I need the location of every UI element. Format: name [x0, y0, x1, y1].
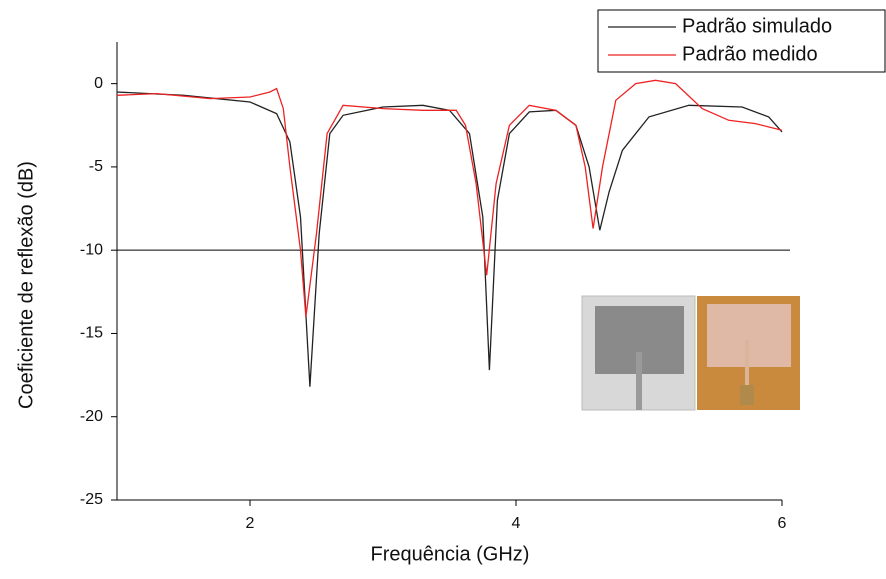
x-tick-label: 4: [512, 515, 521, 532]
x-tick-label: 6: [778, 515, 787, 532]
y-tick-label: 0: [94, 75, 103, 92]
series-line: [116, 91, 783, 387]
legend-box: [597, 9, 886, 73]
x-axis-label: Frequência (GHz): [371, 543, 530, 565]
legend-label: Padrão simulado: [682, 15, 832, 37]
connector: [740, 385, 754, 405]
y-tick-label: -10: [80, 241, 103, 258]
y-tick-label: -25: [80, 491, 103, 508]
y-tick-label: -15: [80, 325, 103, 342]
y-axis-label: Coeficiente de reflexão (dB): [15, 161, 37, 409]
inset-photos: [581, 295, 800, 411]
copper-feed: [745, 340, 749, 388]
feed: [636, 352, 642, 410]
y-tick-label: -5: [89, 158, 103, 175]
series-line: [116, 79, 783, 317]
y-tick-label: -20: [80, 408, 103, 425]
legend-label: Padrão medido: [682, 43, 818, 65]
x-tick-label: 2: [246, 515, 255, 532]
